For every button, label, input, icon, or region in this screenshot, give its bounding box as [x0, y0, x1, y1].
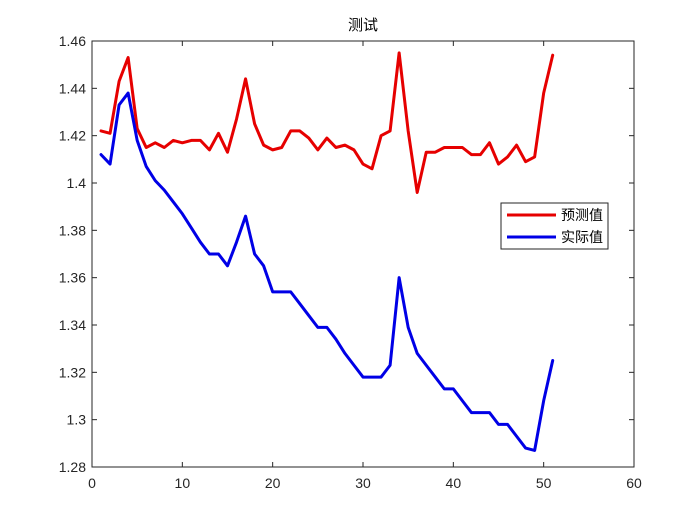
- x-tick-label: 0: [88, 475, 96, 491]
- plot-frame: [91, 40, 635, 468]
- y-tick-label: 1.3: [67, 412, 87, 428]
- x-tick-label: 40: [446, 475, 462, 491]
- x-tick-label: 20: [265, 475, 281, 491]
- y-tick-label: 1.42: [59, 128, 86, 144]
- series-line-1: [99, 51, 555, 194]
- x-tick-label: 50: [536, 475, 552, 491]
- y-tick-label: 1.28: [59, 459, 86, 475]
- x-tick-label: 10: [175, 475, 191, 491]
- y-axis: 1.28 1.3 1.32 1.34 1.36 1.38 1.4 1.42 1.44 1.46: [59, 33, 634, 475]
- x-axis: 0 10 20 30 40 50 60: [88, 41, 642, 491]
- y-tick-label: 1.32: [59, 364, 86, 380]
- x-tick-label: 30: [355, 475, 371, 491]
- series-line-2: [99, 91, 555, 452]
- y-tick-label: 1.4: [67, 175, 87, 191]
- legend-label-2: 实际值: [561, 230, 603, 246]
- legend-box: [500, 202, 609, 250]
- y-tick-label: 1.38: [59, 222, 86, 238]
- y-tick-label: 1.34: [59, 317, 86, 333]
- legend-label-1: 预测值: [561, 208, 603, 224]
- y-tick-label: 1.44: [59, 80, 86, 96]
- chart-title: 测试: [348, 16, 378, 34]
- series-layer: [99, 51, 555, 452]
- y-tick-label: 1.36: [59, 270, 86, 286]
- x-tick-label: 60: [626, 475, 642, 491]
- y-tick-label: 1.46: [59, 33, 86, 49]
